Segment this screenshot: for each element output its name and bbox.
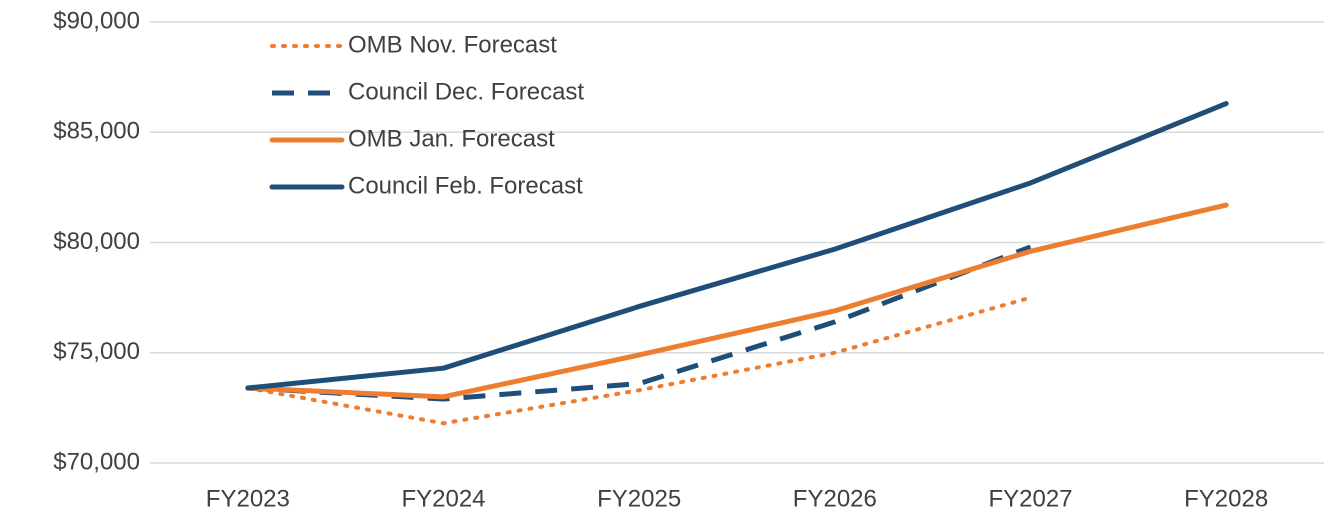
x-tick-label: FY2023 — [206, 485, 290, 512]
x-tick-label: FY2026 — [793, 485, 877, 512]
legend-label: Council Feb. Forecast — [348, 172, 583, 199]
y-tick-label: $90,000 — [53, 7, 140, 34]
series-line — [245, 202, 1229, 400]
legend-label: OMB Nov. Forecast — [348, 31, 557, 58]
y-tick-label: $70,000 — [53, 448, 140, 475]
y-tick-label: $85,000 — [53, 118, 140, 145]
x-tick-label: FY2025 — [597, 485, 681, 512]
series-line — [247, 244, 1032, 402]
series-line — [245, 295, 1033, 426]
y-tick-label: $75,000 — [53, 338, 140, 365]
x-tick-label: FY2024 — [401, 485, 485, 512]
x-tick-label: FY2027 — [988, 485, 1072, 512]
x-tick-label: FY2028 — [1184, 485, 1268, 512]
legend-label: OMB Jan. Forecast — [348, 125, 555, 152]
y-tick-label: $80,000 — [53, 228, 140, 255]
legend-label: Council Dec. Forecast — [348, 78, 584, 105]
series-line — [245, 101, 1229, 391]
